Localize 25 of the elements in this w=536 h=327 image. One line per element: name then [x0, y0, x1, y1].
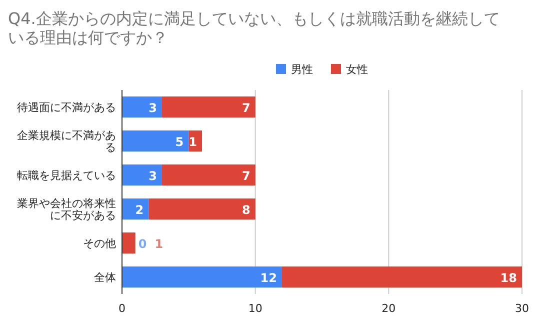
y-tick-label: 転職を見据えている	[17, 169, 116, 182]
data-label: 3	[148, 101, 157, 115]
data-label: 8	[242, 203, 250, 217]
legend-label: 男性	[291, 63, 313, 76]
data-label: 5	[175, 135, 184, 149]
chart-title: Q4.企業からの内定に満足していない、もしくは就職活動を継続している理由は何ですか？	[8, 9, 500, 47]
data-label: 3	[148, 169, 157, 183]
data-label: 12	[260, 271, 277, 285]
legend-label: 女性	[346, 63, 368, 76]
x-tick-label: 30	[515, 302, 529, 315]
y-tick-label: 企業規模に不満がある	[17, 129, 116, 154]
x-tick-label: 0	[118, 302, 126, 315]
data-label: 0	[138, 237, 147, 251]
y-tick-label: その他	[83, 237, 116, 250]
data-label: 1	[154, 237, 164, 251]
data-label: 2	[135, 203, 144, 217]
data-label: 18	[500, 271, 517, 285]
y-tick-label: 待遇面に不満がある	[17, 101, 116, 114]
x-tick-label: 20	[382, 302, 396, 315]
y-tick-label: 業界や会社の将来性に不安がある	[17, 197, 116, 222]
x-tick-label: 10	[248, 302, 262, 315]
y-tick-label: 全体	[94, 271, 116, 284]
data-label: 7	[242, 169, 250, 183]
data-label: 1	[188, 135, 197, 149]
data-label: 7	[242, 101, 250, 115]
